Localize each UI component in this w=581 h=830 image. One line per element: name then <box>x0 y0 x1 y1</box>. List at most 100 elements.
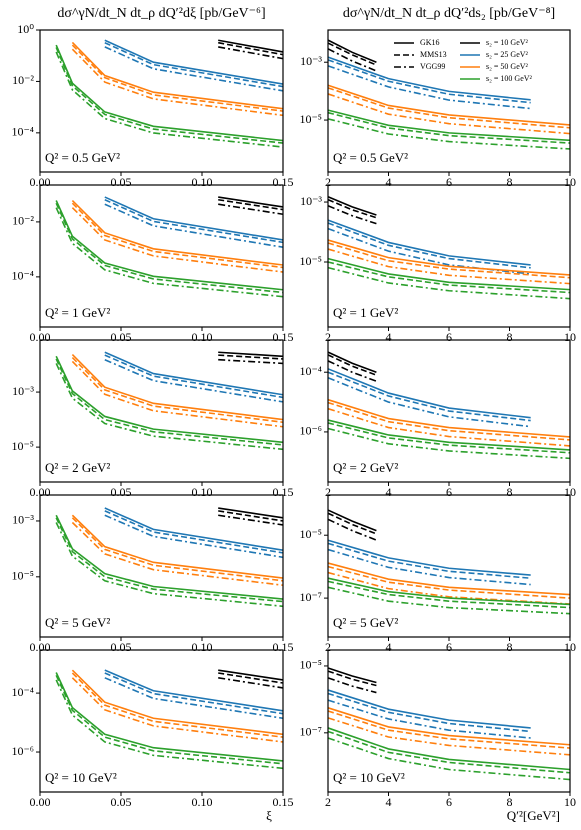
data-line <box>104 203 284 248</box>
x-tick-label: 4 <box>386 640 392 654</box>
data-line <box>218 672 284 684</box>
x-tick-label: 8 <box>507 485 513 499</box>
x-tick-label: 6 <box>446 485 452 499</box>
data-line <box>327 539 531 576</box>
x-tick-label: 0.10 <box>192 795 213 809</box>
data-line <box>71 356 284 424</box>
data-line <box>327 571 571 605</box>
data-line <box>55 202 284 294</box>
panel-annotation: Q² = 5 GeV² <box>333 615 398 630</box>
data-line <box>327 707 571 746</box>
data-line <box>327 371 531 422</box>
data-line <box>327 670 377 687</box>
data-line <box>327 542 531 579</box>
panel-annotation: Q² = 0.5 GeV² <box>333 150 408 165</box>
data-line <box>327 427 571 460</box>
data-line <box>104 677 284 720</box>
y-tick-label: 10⁻⁴ <box>11 125 34 139</box>
y-tick-label: 10⁻⁵ <box>11 569 34 583</box>
data-line <box>327 248 571 285</box>
legend-label: s₂ = 50 GeV² <box>486 62 529 71</box>
data-line <box>327 419 571 451</box>
data-line <box>327 677 377 694</box>
data-line <box>104 510 284 554</box>
plot-frame <box>39 339 284 483</box>
data-line <box>327 717 571 756</box>
data-line <box>71 48 284 117</box>
data-line <box>327 710 571 749</box>
data-line <box>71 207 284 273</box>
data-line <box>327 737 571 781</box>
x-tick-label: 2 <box>325 795 331 809</box>
data-line <box>327 562 571 596</box>
x-tick-label: 2 <box>325 640 331 654</box>
y-tick-label: 10⁻² <box>12 214 34 228</box>
plot-frame <box>39 649 284 793</box>
data-line <box>104 514 284 559</box>
x-tick-label: 8 <box>507 640 513 654</box>
data-line <box>55 522 284 608</box>
data-line <box>71 521 284 587</box>
data-line <box>104 39 284 85</box>
y-tick-label: 10⁻⁵ <box>299 112 322 126</box>
data-line <box>104 358 284 403</box>
data-line <box>55 207 284 298</box>
data-line <box>218 39 284 53</box>
data-line <box>327 577 571 606</box>
data-line <box>327 692 531 733</box>
data-line <box>104 351 284 396</box>
data-line <box>327 730 571 774</box>
data-line <box>71 669 284 736</box>
data-line <box>55 363 284 451</box>
x-tick-label: 10 <box>564 795 576 809</box>
y-tick-label: 10⁻⁶ <box>299 424 322 438</box>
x-tick-label: 8 <box>507 175 513 189</box>
legend-label: GK16 <box>420 38 440 47</box>
x-tick-label: 0.10 <box>192 485 213 499</box>
data-line <box>104 196 284 241</box>
x-tick-label: 6 <box>446 795 452 809</box>
data-line <box>55 47 284 144</box>
panel-annotation: Q² = 10 GeV² <box>333 770 405 785</box>
data-line <box>327 239 571 276</box>
data-line <box>327 261 571 294</box>
panel-title: dσ^γN/dt_N dt_ρ dQ′²ds₂ [pb/GeV⁻⁸] <box>343 6 555 21</box>
x-tick-label: 4 <box>386 175 392 189</box>
x-tick-label: 8 <box>507 795 513 809</box>
y-tick-label: 10⁻⁴ <box>11 269 34 283</box>
data-line <box>327 422 571 454</box>
data-line <box>55 358 284 446</box>
data-line <box>218 358 284 365</box>
data-line <box>104 46 284 92</box>
data-line <box>218 203 284 216</box>
y-tick-label: 10⁻⁵ <box>299 254 322 268</box>
y-tick-label: 10⁻⁶ <box>11 744 34 758</box>
legend-label: s₂ = 10 GeV² <box>486 38 529 47</box>
x-tick-label: 0.10 <box>192 640 213 654</box>
data-line <box>327 42 377 66</box>
data-line <box>71 44 284 112</box>
data-line <box>218 198 284 211</box>
panel-annotation: Q² = 0.5 GeV² <box>45 150 120 165</box>
panel-annotation: Q² = 1 GeV² <box>45 305 110 320</box>
data-line <box>327 87 571 129</box>
data-line <box>71 514 284 579</box>
x-tick-label: 0.10 <box>192 175 213 189</box>
x-tick-label: 6 <box>446 175 452 189</box>
data-line <box>71 202 284 269</box>
data-line <box>55 672 284 762</box>
data-line <box>327 727 571 771</box>
x-tick-label: 4 <box>386 330 392 344</box>
x-tick-label: 8 <box>507 330 513 344</box>
y-tick-label: 10⁻² <box>12 73 34 87</box>
data-line <box>327 56 531 101</box>
data-line <box>327 667 377 684</box>
legend-label: MMS13 <box>420 50 447 59</box>
plot-frame <box>39 494 284 638</box>
data-line <box>327 109 571 142</box>
data-line <box>104 354 284 399</box>
y-tick-label: 10⁰ <box>17 22 34 36</box>
data-line <box>55 517 284 603</box>
data-line <box>327 84 571 126</box>
